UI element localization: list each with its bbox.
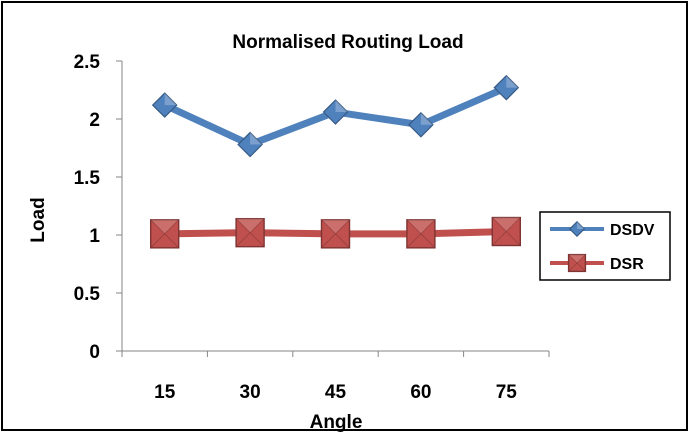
data-point-dsdv [408,111,434,138]
data-point-dsr [491,216,521,247]
data-point-dsr [320,219,351,249]
data-point-dsdv [322,99,349,125]
legend-marker-dsr [567,253,587,273]
y-tick-label: 1 [89,226,100,247]
data-point-dsdv [151,92,178,118]
y-tick-label: 0 [89,342,100,363]
x-axis-label: Angle [310,412,363,433]
x-tick-label: 15 [154,382,176,403]
x-tick-label: 60 [410,382,431,403]
y-tick-label: 1.5 [74,168,101,189]
y-tick-label: 0.5 [74,284,101,305]
y-axis-label: Load [28,197,49,242]
legend-label-dsr: DSR [610,256,644,273]
x-tick-label: 45 [325,382,347,403]
data-point-dsdv [237,131,263,158]
legend: DSDV DSR [539,211,671,281]
y-tick-label: 2.5 [74,52,101,73]
data-point-dsdv [493,74,520,101]
chart-title: Normalised Routing Load [232,32,463,53]
data-point-dsr [149,219,180,249]
legend-label-dsdv: DSDV [610,222,655,239]
plot-area: 0 0.5 1 1.5 2 2.5 15 30 45 60 75 [74,52,550,403]
legend-box [539,211,671,281]
y-tick-label: 2 [89,110,100,131]
x-tick-label: 30 [240,382,261,403]
data-point-dsr [406,219,436,249]
x-tick-label: 75 [496,382,518,403]
legend-marker-dsdv [568,220,586,238]
data-point-dsr [235,217,265,248]
